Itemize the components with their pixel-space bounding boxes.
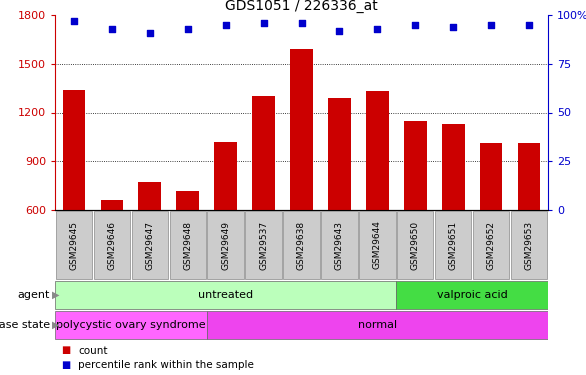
Title: GDS1051 / 226336_at: GDS1051 / 226336_at — [225, 0, 378, 13]
Text: ■: ■ — [61, 345, 70, 355]
Bar — [435, 211, 471, 279]
Bar — [207, 211, 244, 279]
Bar — [511, 211, 547, 279]
Bar — [101, 200, 123, 210]
Bar — [283, 211, 320, 279]
Bar — [56, 211, 92, 279]
Text: GSM29645: GSM29645 — [70, 220, 79, 270]
Point — [145, 30, 155, 36]
Text: GSM29647: GSM29647 — [145, 220, 154, 270]
Point — [524, 22, 534, 28]
Bar — [328, 98, 351, 210]
Bar — [132, 211, 168, 279]
Bar — [290, 49, 313, 210]
Text: GSM29638: GSM29638 — [297, 220, 306, 270]
Text: ■: ■ — [61, 360, 70, 370]
Point — [411, 22, 420, 28]
Bar — [55, 310, 207, 339]
Point — [486, 22, 496, 28]
Text: agent: agent — [18, 290, 50, 300]
Point — [448, 24, 458, 30]
Text: GSM29648: GSM29648 — [183, 220, 192, 270]
Bar — [207, 310, 548, 339]
Bar — [169, 211, 206, 279]
Point — [69, 18, 79, 24]
Text: GSM29651: GSM29651 — [449, 220, 458, 270]
Bar — [366, 92, 389, 210]
Text: valproic acid: valproic acid — [437, 290, 507, 300]
Bar — [473, 211, 509, 279]
Text: GSM29650: GSM29650 — [411, 220, 420, 270]
Point — [221, 22, 230, 28]
Bar — [359, 211, 396, 279]
Text: ▶: ▶ — [52, 320, 59, 330]
Text: percentile rank within the sample: percentile rank within the sample — [79, 360, 254, 370]
Point — [373, 26, 382, 32]
Bar — [396, 280, 548, 309]
Text: GSM29646: GSM29646 — [107, 220, 117, 270]
Point — [335, 28, 344, 34]
Bar — [176, 190, 199, 210]
Text: GSM29644: GSM29644 — [373, 220, 382, 269]
Text: untreated: untreated — [198, 290, 253, 300]
Text: ▶: ▶ — [52, 290, 59, 300]
Text: GSM29653: GSM29653 — [524, 220, 533, 270]
Text: disease state: disease state — [0, 320, 50, 330]
Bar — [138, 182, 161, 210]
Text: GSM29652: GSM29652 — [486, 220, 496, 270]
Bar — [517, 143, 540, 210]
Bar — [55, 280, 396, 309]
Bar — [404, 121, 427, 210]
Bar — [480, 143, 502, 210]
Bar — [397, 211, 434, 279]
Point — [183, 26, 192, 32]
Text: normal: normal — [358, 320, 397, 330]
Bar — [63, 90, 86, 210]
Text: GSM29537: GSM29537 — [259, 220, 268, 270]
Text: GSM29643: GSM29643 — [335, 220, 344, 270]
Bar — [252, 96, 275, 210]
Bar — [246, 211, 282, 279]
Bar — [442, 124, 465, 210]
Bar — [321, 211, 357, 279]
Text: GSM29649: GSM29649 — [221, 220, 230, 270]
Point — [107, 26, 117, 32]
Point — [297, 20, 306, 26]
Text: count: count — [79, 345, 108, 355]
Text: polycystic ovary syndrome: polycystic ovary syndrome — [56, 320, 206, 330]
Point — [259, 20, 268, 26]
Bar — [214, 142, 237, 210]
Bar — [94, 211, 130, 279]
